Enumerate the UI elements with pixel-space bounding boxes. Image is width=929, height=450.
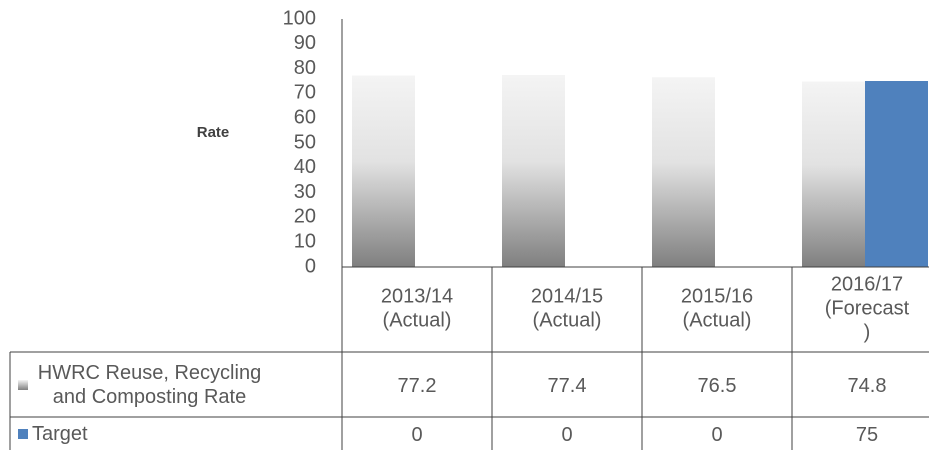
legend-key: [18, 428, 28, 439]
x-category-label: 2016/17 (Forecast): [825, 274, 910, 344]
bar: [802, 81, 865, 267]
bar: [652, 77, 715, 267]
y-tick-label: 0: [305, 255, 316, 277]
legend-cell: Target: [12, 417, 340, 450]
legend-entry: Target: [12, 417, 340, 450]
x-category-label: 2014/15 (Actual): [531, 286, 603, 332]
table-value: 76.5: [698, 375, 737, 397]
table-value: 77.2: [398, 375, 437, 397]
y-tick-label: 20: [294, 206, 316, 228]
legend-cell: HWRC Reuse, Recycling and Composting Rat…: [12, 352, 340, 417]
bar: [502, 75, 565, 267]
y-tick-label: 70: [294, 82, 316, 104]
legend-label: Target: [32, 422, 88, 445]
table-value: 0: [411, 424, 422, 446]
y-tick-label: 100: [283, 7, 316, 29]
legend-key: [18, 379, 28, 390]
y-tick-label: 10: [294, 230, 316, 252]
y-tick-label: 60: [294, 106, 316, 128]
table-value: 0: [711, 424, 722, 446]
y-axis-title: Rate: [197, 124, 230, 141]
legend-label: HWRC Reuse, Recycling and Composting Rat…: [37, 361, 262, 408]
table-value: 0: [561, 424, 572, 446]
x-category-label: 2013/14 (Actual): [381, 286, 453, 332]
y-tick-label: 80: [294, 57, 316, 79]
y-tick-label: 90: [294, 32, 316, 54]
table-value: 77.4: [548, 375, 587, 397]
bar: [352, 75, 415, 267]
table-value: 75: [856, 424, 878, 446]
y-tick-label: 50: [294, 131, 316, 153]
table-value: 74.8: [848, 375, 887, 397]
bar: [865, 81, 928, 267]
y-tick-label: 30: [294, 181, 316, 203]
y-tick-label: 40: [294, 156, 316, 178]
x-category-label: 2015/16 (Actual): [681, 286, 753, 332]
legend-entry: HWRC Reuse, Recycling and Composting Rat…: [12, 352, 340, 417]
